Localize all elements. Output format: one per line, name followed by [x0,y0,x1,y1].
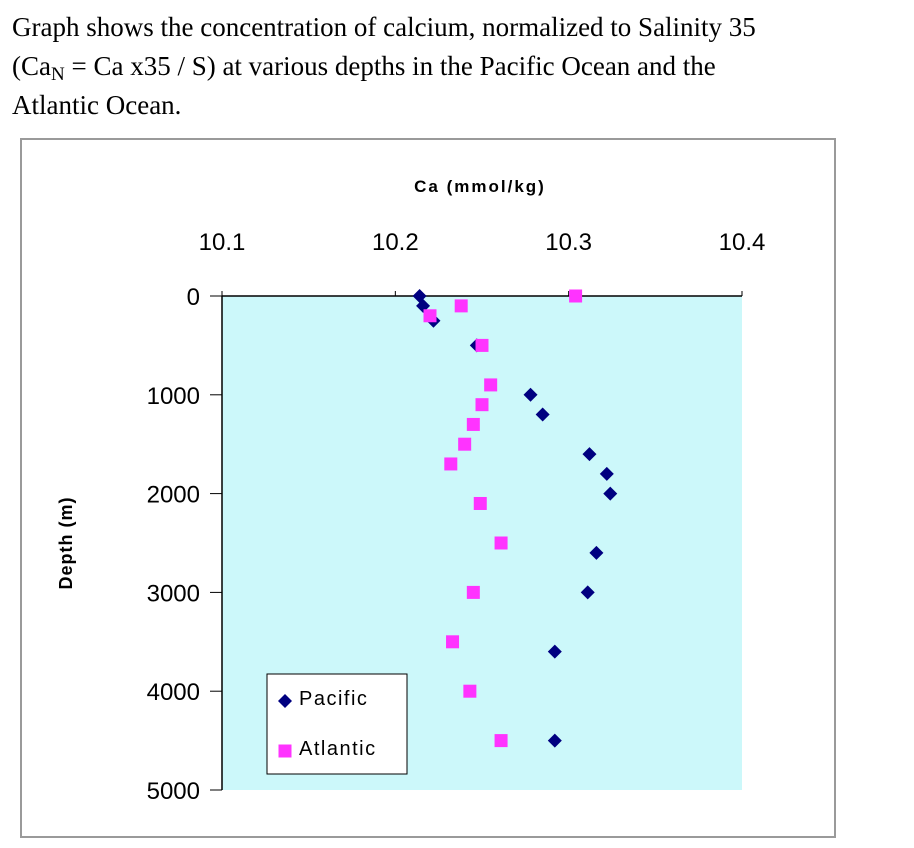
series-pacific [412,289,618,748]
y-tick-label: 4000 [147,679,200,706]
data-point-atlantic [463,684,477,698]
legend-label-pacific: Pacific [299,688,368,710]
data-point-atlantic [494,536,508,550]
x-tick-label: 10.2 [372,229,419,256]
x-tick-label: 10.1 [199,229,246,256]
figure-caption: Graph shows the concentration of calcium… [12,8,902,125]
y-tick-label: 5000 [147,778,200,805]
data-point-atlantic [466,417,480,431]
data-point-atlantic [484,378,498,392]
data-point-pacific [535,407,550,422]
legend-marker-atlantic [278,744,292,758]
data-point-atlantic [423,309,437,323]
legend: Pacific Atlantic [266,673,408,775]
caption-subscript: N [50,64,65,85]
series-layer [412,289,618,748]
y-axis-ticks: 0 1000 2000 3000 4000 5000 [147,284,222,805]
data-point-atlantic [446,635,460,649]
caption-line-1: Graph shows the concentration of calcium… [12,12,756,42]
y-tick-label: 1000 [147,383,200,410]
caption-line-2: (CaN = Ca x35 / S) at various depths in … [12,47,902,86]
x-axis-ticks: 10.1 10.2 10.3 10.4 [199,229,766,296]
data-point-atlantic [458,437,472,451]
data-point-atlantic [569,289,583,303]
data-point-atlantic [475,398,489,412]
data-point-pacific [599,466,614,481]
x-axis-title: Ca (mmol/kg) [414,177,546,196]
data-point-pacific [582,447,597,462]
legend-marker-pacific [278,694,292,708]
y-tick-label: 3000 [147,580,200,607]
caption-line-2-end: = Ca x35 / S) at various depths in the P… [64,51,716,81]
data-point-pacific [547,733,562,748]
data-point-pacific [547,644,562,659]
data-point-pacific [589,545,604,560]
data-point-atlantic [444,457,458,471]
caption-line-3: Atlantic Ocean. [12,90,182,120]
data-point-pacific [580,585,595,600]
y-tick-label: 0 [187,284,200,311]
chart-svg: Ca (mmol/kg) Depth (m) 10.1 10.2 10.3 10.4 … [56,177,766,805]
y-tick-label: 2000 [147,482,200,509]
data-point-atlantic [475,338,489,352]
y-axis-title: Depth (m) [56,497,76,590]
data-point-pacific [603,486,618,501]
data-point-atlantic [473,496,487,510]
data-point-pacific [523,387,538,402]
chart-frame: Ca (mmol/kg) Depth (m) 10.1 10.2 10.3 10.4 … [20,138,836,838]
data-point-atlantic [494,734,508,748]
data-point-atlantic [466,585,480,599]
x-tick-label: 10.3 [545,229,592,256]
series-atlantic [423,289,583,748]
x-tick-label: 10.4 [719,229,766,256]
data-point-atlantic [454,299,468,313]
caption-line-2-start: (Ca [12,51,51,81]
legend-label-atlantic: Atlantic [299,738,377,760]
